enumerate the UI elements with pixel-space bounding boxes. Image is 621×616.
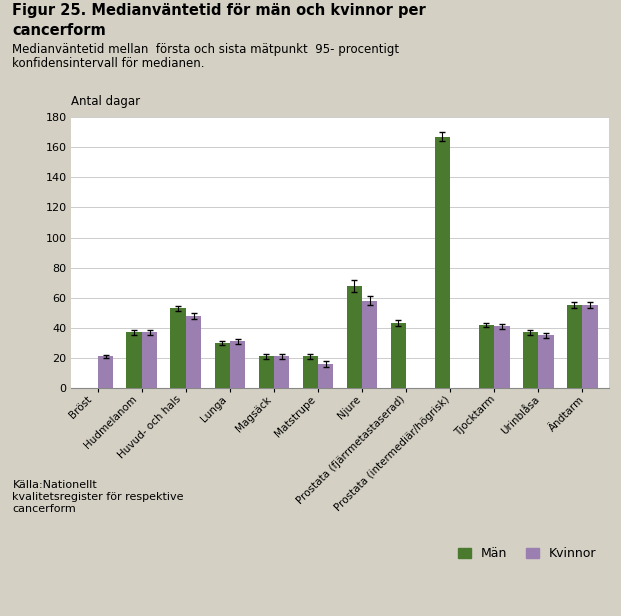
Bar [567,306,582,388]
Bar [127,333,142,388]
Bar [494,326,509,388]
Bar [582,306,597,388]
Text: Tjocktarm: Tjocktarm [453,394,497,439]
Text: Figur 25. Medianväntetid för män och kvinnor per: Figur 25. Medianväntetid för män och kvi… [12,3,426,18]
Bar [435,137,450,388]
Text: cancerform: cancerform [12,23,106,38]
Bar [186,316,201,388]
Text: Magsäck: Magsäck [233,394,273,434]
Text: konfidensintervall för medianen.: konfidensintervall för medianen. [12,57,205,70]
Bar [274,357,289,388]
Text: Njure: Njure [335,394,363,421]
Bar [347,286,362,388]
Bar [479,325,494,388]
Bar [302,357,318,388]
Bar [214,343,230,388]
Bar [98,357,113,388]
Bar [538,335,553,388]
Text: Lunga: Lunga [199,394,228,424]
Legend: Män, Kvinnor: Män, Kvinnor [458,548,596,561]
Bar [230,341,245,388]
Bar [523,333,538,388]
Text: Urinblåsa: Urinblåsa [499,394,542,436]
Text: Medianväntetid mellan  första och sista mätpunkt  95- procentigt: Medianväntetid mellan första och sista m… [12,43,399,56]
Text: Matstrupe: Matstrupe [273,394,317,439]
Text: Ändtarm: Ändtarm [547,394,586,433]
Text: Källa:Nationellt
kvalitetsregister för respektive
cancerform: Källa:Nationellt kvalitetsregister för r… [12,480,184,514]
Bar [362,301,378,388]
Text: Huvud- och hals: Huvud- och hals [117,394,183,461]
Bar [391,323,406,388]
Bar [318,364,333,388]
Text: Antal dagar: Antal dagar [71,95,140,108]
Text: Prostata (intermediär/högrisk): Prostata (intermediär/högrisk) [333,394,452,513]
Bar [171,308,186,388]
Text: Hudmelanom: Hudmelanom [82,394,138,451]
Text: Bröst: Bröst [68,394,94,421]
Text: Prostata (fjärrmetastaserad): Prostata (fjärrmetastaserad) [295,394,407,506]
Bar [258,357,274,388]
Bar [142,333,157,388]
